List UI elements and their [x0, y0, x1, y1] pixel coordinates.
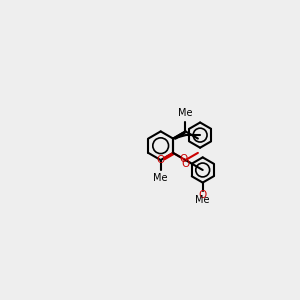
Text: Me: Me — [178, 109, 193, 118]
Text: O: O — [179, 154, 188, 164]
Text: Me: Me — [153, 173, 168, 183]
Text: O: O — [156, 155, 165, 165]
Text: O: O — [182, 158, 190, 169]
Text: Me: Me — [195, 195, 210, 206]
Text: O: O — [199, 190, 207, 200]
